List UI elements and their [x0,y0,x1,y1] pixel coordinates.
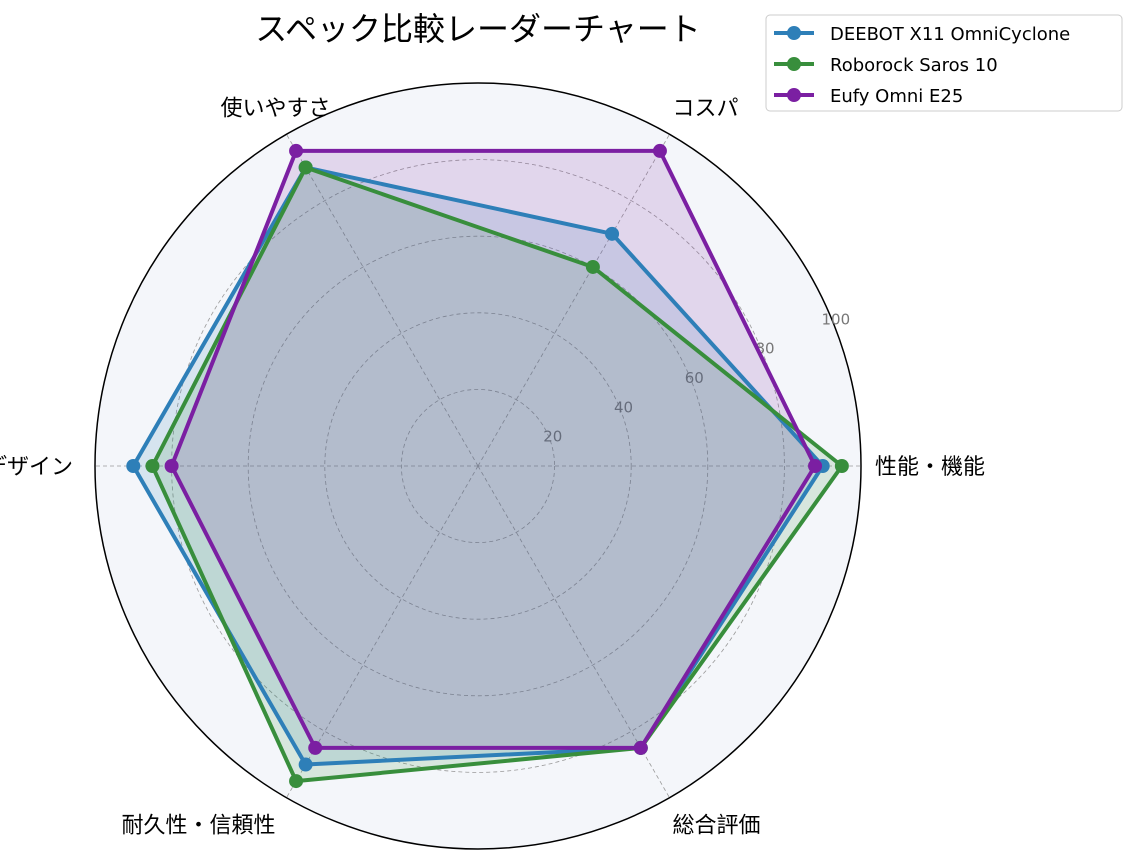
grid-spoke [477,134,670,467]
legend-label: Eufy Omni E25 [830,86,963,107]
tick-label: 60 [685,369,704,387]
series-layer [126,143,849,789]
grid-ring [247,235,709,697]
legend-label: DEEBOT X11 OmniCyclone [830,24,1070,45]
category-label: 総合評価 [673,814,761,839]
grid-ring [324,312,632,620]
series-fill [133,167,823,765]
series-fill [171,150,816,748]
data-point [164,459,179,473]
data-point [585,259,600,274]
grid-spoke [286,465,479,798]
data-point [633,740,648,755]
legend-swatch-marker [787,26,801,40]
tick-label: 20 [543,428,562,446]
data-point [298,757,313,772]
tick-label: 40 [614,398,633,416]
category-label: 性能・機能 [875,455,985,480]
grid-spoke [286,134,479,467]
legend-box [765,14,1123,112]
data-point [834,459,849,473]
data-point [289,143,304,158]
data-point [605,226,620,241]
data-point [652,143,667,158]
data-point [145,459,160,473]
category-labels: 性能・機能 コスパ 使いやすさデザイン耐久性・信頼性 総合評価 [0,96,985,838]
legend-swatch-marker [787,88,801,102]
tick-label: 100 [822,310,851,328]
grid-spoke [477,465,670,798]
data-point [308,740,323,755]
series-fills [133,150,842,782]
series-fill [152,167,842,782]
category-label: デザイン [0,455,73,480]
data-point [808,459,823,473]
chart-title: スペック比較レーダーチャート [255,10,700,48]
legend-swatch-marker [787,57,801,71]
grid-ring [400,388,555,543]
data-point [298,160,313,175]
grid-spokes [95,134,861,798]
series-lines [126,143,849,789]
category-label: コスパ [673,96,739,121]
data-point [289,774,304,789]
legend-label: Roborock Saros 10 [830,55,998,76]
category-label: 耐久性・信頼性 [121,814,275,839]
category-label: 使いやすさ [220,96,330,121]
data-point [126,459,141,473]
legend: DEEBOT X11 OmniCyclone Roborock Saros 10 E… [765,14,1123,112]
